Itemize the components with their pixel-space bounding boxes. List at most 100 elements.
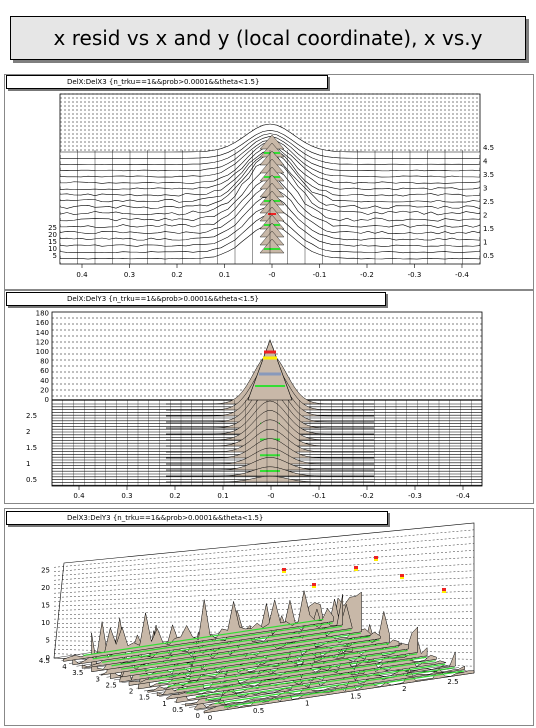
x-tick-label: -0.3 [408, 492, 422, 500]
y-tick-label: 1 [162, 700, 166, 708]
z-tick-label: 100 [36, 348, 49, 356]
y-tick-label: 2 [483, 212, 487, 220]
surface-band-green [120, 632, 361, 670]
y-tick-label: 2.5 [106, 681, 117, 689]
z-tick-label: 15 [41, 602, 50, 610]
x-tick-label: -0 [269, 271, 276, 279]
x-tick-label: 0.3 [124, 271, 135, 279]
spike-tip-red [312, 583, 316, 586]
y-tick-label: 4 [483, 158, 488, 166]
spike-tip-red [400, 574, 404, 577]
y-tick-label: 1.5 [139, 694, 150, 702]
x-tick-label: -0.2 [360, 492, 374, 500]
pad-2-label: DelX:DelY3 {n_trku==1&&prob>0.0001&&thet… [6, 292, 386, 306]
spike-tip-red [354, 566, 358, 569]
x-tick-label: -0.4 [456, 492, 470, 500]
surface-band-green [111, 629, 352, 667]
x-tick-label: 0.3 [121, 492, 132, 500]
x-tick-label: 0.5 [253, 707, 264, 715]
surface-band-green [186, 656, 427, 694]
z-tick-label: 140 [36, 329, 49, 337]
pad-3-label: DelX3:DelY3 {n_trku==1&&prob>0.0001&&the… [6, 511, 388, 525]
y-tick-label: 2 [129, 688, 133, 696]
x-tick-label: 0 [208, 714, 212, 722]
surface-band-green [167, 649, 408, 687]
x-tick-label: 0.4 [73, 492, 85, 500]
surface-band-green [205, 663, 446, 701]
z-tick-label: 60 [40, 367, 49, 375]
surface-row [175, 652, 447, 703]
spike-tip-yellow [400, 577, 404, 579]
y-tick-label: 1 [26, 460, 30, 468]
y-tick-label: 2 [26, 428, 30, 436]
y-tick-label: 3 [96, 675, 100, 683]
x-tick-label: -0 [268, 492, 275, 500]
surface-band-green [195, 660, 436, 698]
spike-tip-red [442, 588, 446, 591]
z-tick-label: 20 [41, 584, 50, 592]
z-tick-label: 120 [36, 338, 49, 346]
surface-band-green [139, 639, 380, 677]
surface-band-green [83, 618, 324, 657]
y-tick-label: 4.5 [39, 657, 50, 665]
y-tick-label: 0.5 [483, 252, 494, 260]
y-tick-label: 0.5 [172, 706, 183, 714]
y-tick-label: 3 [483, 185, 487, 193]
surface-band-green [177, 653, 418, 691]
z-tick-label: 0 [46, 654, 50, 662]
z-tick-label: 25 [41, 567, 50, 575]
y-tick-label: 4.5 [483, 144, 494, 152]
spike-tip-yellow [442, 591, 446, 593]
x-tick-label: 0.4 [76, 271, 88, 279]
surface-band-green [148, 642, 390, 681]
x-tick-label: 0.2 [171, 271, 182, 279]
z-tick-label: 5 [53, 252, 57, 260]
surface-band-green [130, 636, 371, 674]
z-tick-label: 180 [36, 310, 49, 318]
spike-tip-red [282, 568, 286, 571]
z-tick-label: 10 [41, 619, 50, 627]
x-tick-label: 0.2 [169, 492, 180, 500]
y-tick-label: 1.5 [26, 444, 37, 452]
z-tick-label: 40 [40, 377, 49, 385]
x-tick-label: 2 [402, 685, 406, 693]
y-tick-label: 2.5 [26, 412, 37, 420]
x-tick-label: -0.1 [313, 271, 327, 279]
x-tick-label: 0.1 [219, 271, 230, 279]
z-tick-label: 80 [40, 358, 49, 366]
z-tick-label: 20 [40, 386, 49, 394]
x-tick-label: 2.5 [447, 678, 458, 686]
surface-band-green [158, 646, 399, 684]
surface-row [194, 665, 465, 710]
spike-tip-yellow [374, 559, 378, 561]
y-tick-label: 4 [62, 663, 67, 671]
z-tick-label: 20 [48, 231, 57, 239]
x-tick-label: -0.4 [455, 271, 469, 279]
canvas-title: x resid vs x and y (local coordinate), x… [53, 26, 483, 50]
peak-slice [166, 457, 374, 471]
spike-tip-yellow [282, 571, 286, 573]
y-tick-label: 3.5 [483, 171, 494, 179]
spike-tip-red [374, 556, 378, 559]
y-tick-label: 0 [196, 712, 200, 720]
chart-1-surface: 0.4 0.3 0.2 0.1 -0 -0.1 -0.2 -0.3 -0.4 0.5 1 1.5 2 2.… [48, 93, 494, 279]
z-tick-label: 5 [46, 637, 50, 645]
chart-3-surface: 051015202500.511.522.533.544.500.511.522… [39, 522, 475, 722]
y-tick-label: 1.5 [483, 225, 494, 233]
surface-band-green [223, 670, 465, 708]
spike-tip-yellow [312, 586, 316, 588]
y-tick-label: 2.5 [483, 198, 494, 206]
z-tick-label: 0 [45, 396, 49, 404]
x-tick-label: 1 [305, 700, 309, 708]
x-tick-label: 1.5 [350, 692, 361, 700]
z-tick-label: 160 [36, 319, 49, 327]
z-tick-label: 10 [48, 245, 57, 253]
canvas-title-box: x resid vs x and y (local coordinate), x… [10, 16, 526, 60]
surface-band-green [102, 625, 343, 663]
x-tick-label: 0.1 [217, 492, 228, 500]
peak-slice [166, 475, 374, 483]
z-tick-label: 25 [48, 224, 57, 232]
z-tick-label: 15 [48, 238, 57, 246]
y-tick-label: 3.5 [72, 669, 83, 677]
